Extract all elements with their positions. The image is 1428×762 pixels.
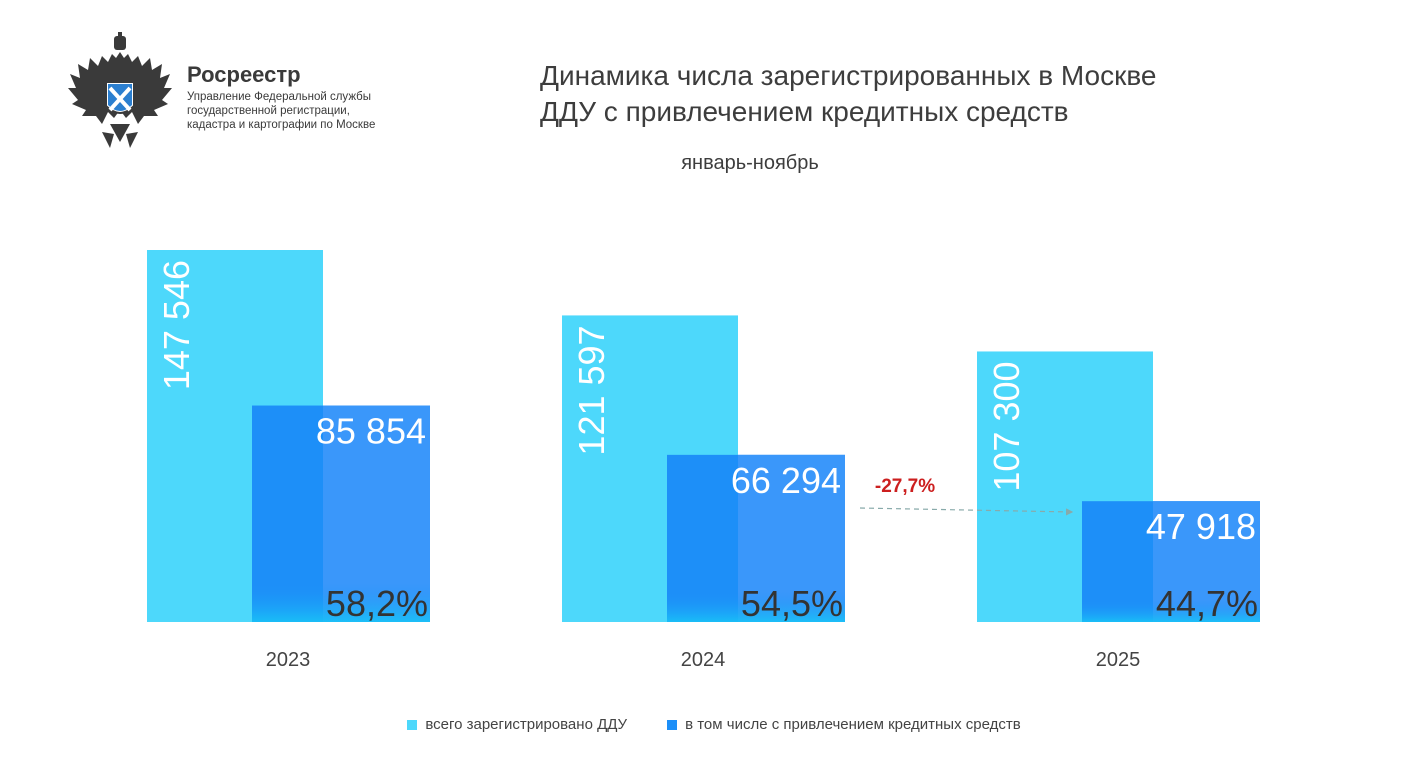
data-label-credit-2025: 47 918	[1146, 506, 1256, 547]
org-desc-line: государственной регистрации,	[187, 105, 350, 117]
share-label-2024: 54,5%	[741, 583, 843, 624]
org-description: Управление Федеральной службы государств…	[187, 90, 375, 132]
bar-credit-glow-2025	[1082, 501, 1260, 622]
org-name: Росреестр	[187, 62, 301, 87]
data-label-total-2023: 147 546	[156, 260, 197, 390]
legend-item-credit: в том числе с привлечением кредитных сре…	[667, 716, 1021, 733]
x-tick-label-2023: 2023	[266, 649, 311, 671]
bar-credit-glow-2023	[252, 405, 430, 622]
x-tick-label-2024: 2024	[681, 649, 726, 671]
chart-title-line: Динамика числа зарегистрированных в Моск…	[540, 60, 1157, 91]
data-label-total-2025: 107 300	[986, 361, 1027, 491]
chart-subtitle: январь-ноябрь	[681, 152, 819, 174]
org-desc-line: Управление Федеральной службы	[187, 91, 371, 103]
chart-title: Динамика числа зарегистрированных в Моск…	[540, 58, 1157, 130]
x-tick-label-2025: 2025	[1096, 649, 1141, 671]
legend-swatch-credit	[667, 719, 678, 730]
share-label-2023: 58,2%	[326, 583, 428, 624]
legend-swatch-total	[407, 719, 418, 730]
data-label-total-2024: 121 597	[571, 325, 612, 455]
legend-label-credit: в том числе с привлечением кредитных сре…	[685, 716, 1021, 733]
legend-label-total: всего зарегистрировано ДДУ	[425, 716, 628, 733]
data-label-credit-2023: 85 854	[316, 411, 426, 452]
delta-annotation: -27,7%	[875, 476, 935, 497]
share-label-2025: 44,7%	[1156, 583, 1258, 624]
legend-item-total: всего зарегистрировано ДДУ	[407, 716, 627, 733]
org-desc-line: кадастра и картографии по Москве	[187, 119, 376, 131]
chart-title-line: ДДУ с привлечением кредитных средств	[540, 96, 1069, 127]
bar-credit-glow-2024	[667, 454, 845, 622]
chart-legend: всего зарегистрировано ДДУ в том числе с…	[0, 716, 1428, 733]
bar-chart: 147 546 85 854 58,2% 2023 121 597 66 294 54,5%…	[147, 250, 1260, 671]
data-label-credit-2024: 66 294	[731, 460, 841, 501]
eagle-emblem-icon	[68, 32, 172, 148]
